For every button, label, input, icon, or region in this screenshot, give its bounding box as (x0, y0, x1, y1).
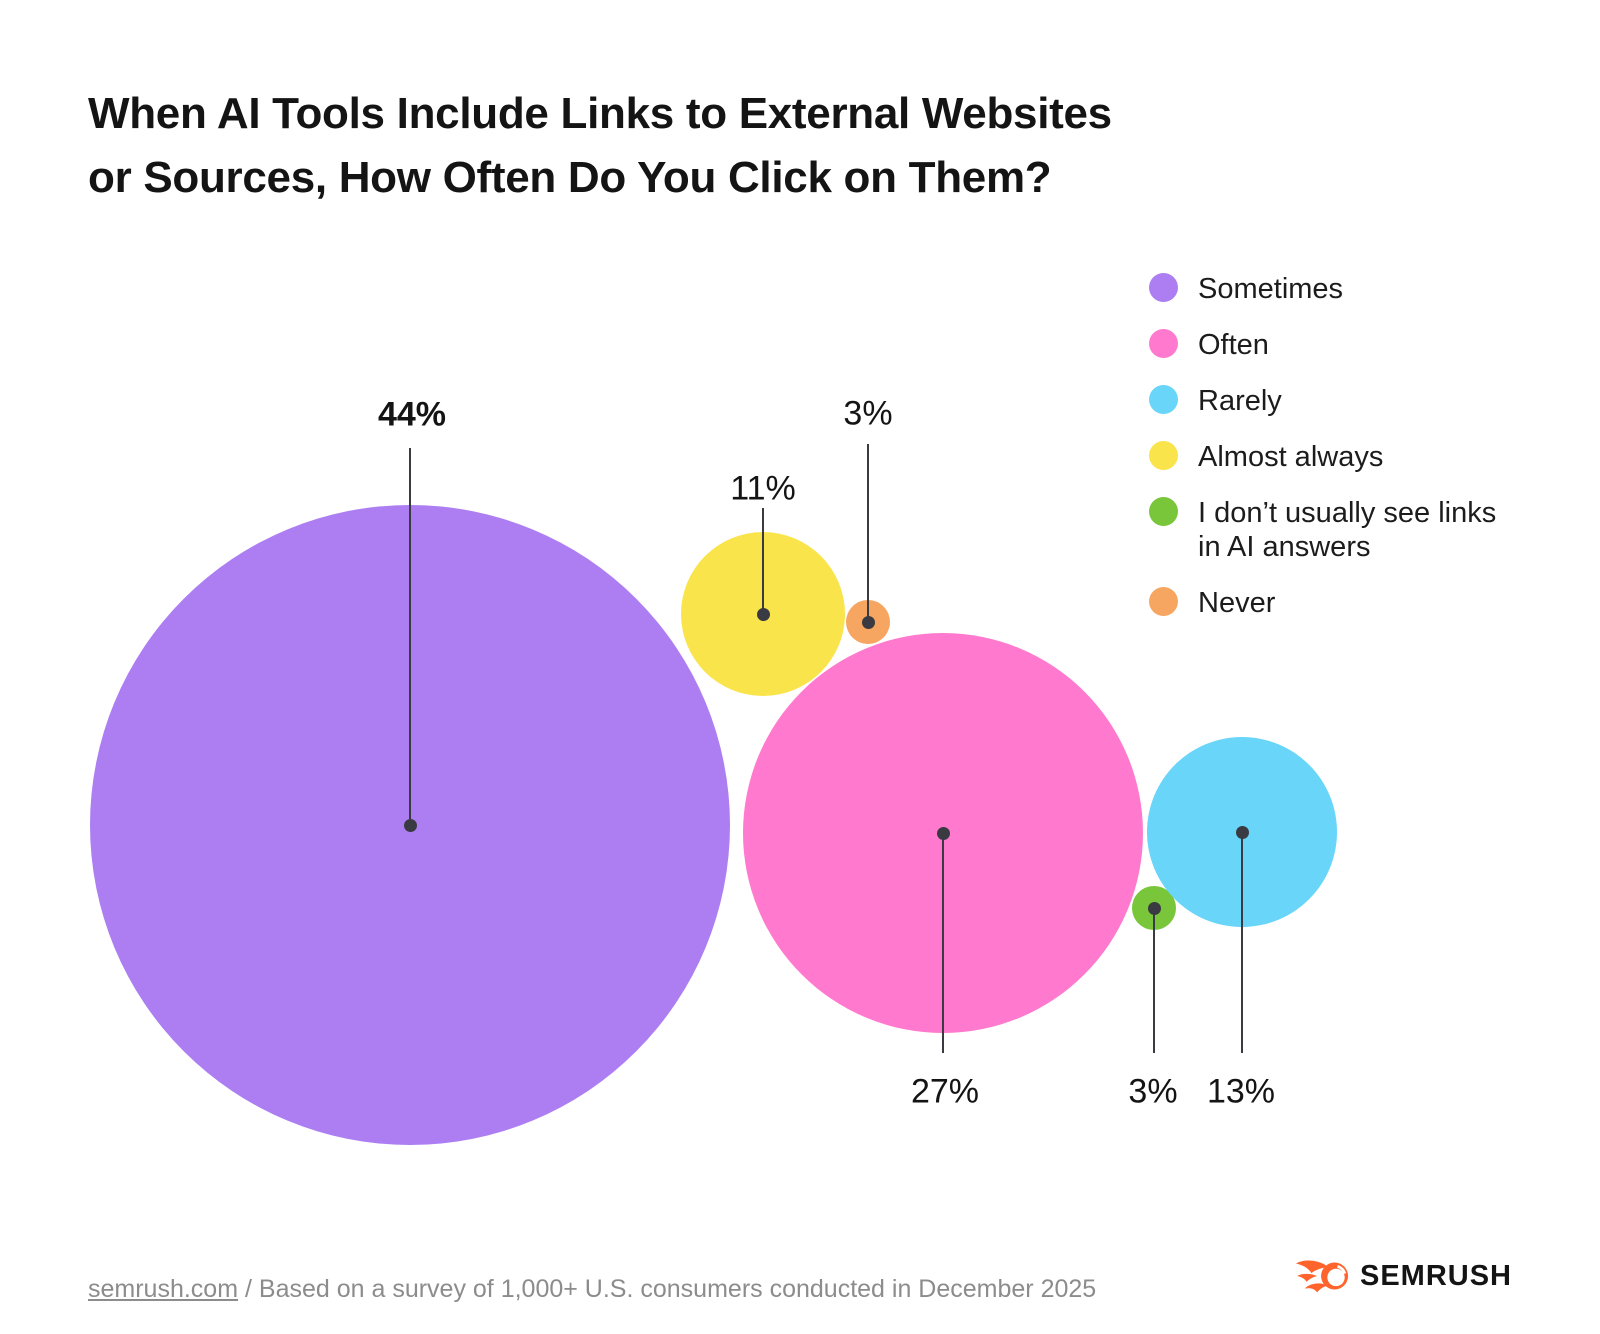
page-title-line1: When AI Tools Include Links to External … (88, 89, 1112, 138)
legend-item-sometimes: Sometimes (1149, 272, 1498, 306)
legend-swatch-icon (1149, 441, 1178, 470)
bubble-pointer-line (409, 448, 411, 825)
bubble-pointer-line (762, 508, 764, 614)
legend-item-label: Sometimes (1198, 273, 1344, 305)
legend-item-i-don-t-usually-see-links-in-ai-answers: I don’t usually see links in AI answers (1149, 496, 1498, 564)
bubble-pointer-line (867, 444, 869, 622)
bubble-center-dot (1235, 825, 1249, 839)
legend-item-almost-always: Almost always (1149, 440, 1498, 474)
legend-item-label: Almost always (1198, 441, 1384, 473)
footer-source-link[interactable]: semrush.com (88, 1275, 239, 1303)
legend-swatch-icon (1149, 587, 1178, 616)
page-title: When AI Tools Include Links to External … (88, 82, 1112, 210)
bubble-center-dot (1147, 901, 1161, 915)
bubble-value-label-often: 27% (910, 1072, 980, 1111)
bubble-center-dot (756, 607, 770, 621)
legend-item-label: Often (1198, 329, 1269, 361)
legend-item-rarely: Rarely (1149, 384, 1498, 418)
bubble-pointer-line (942, 833, 944, 1053)
bubble-center-dot (403, 818, 417, 832)
bubble-value-label-never: 3% (843, 394, 893, 433)
bubble-pointer-line (1153, 908, 1155, 1053)
legend-item-often: Often (1149, 328, 1498, 362)
legend-item-label: I don’t usually see links in AI answers (1198, 497, 1497, 563)
bubble-center-dot (936, 826, 950, 840)
footer-source-text: / Based on a survey of 1,000+ U.S. consu… (245, 1275, 1097, 1303)
legend-swatch-icon (1149, 385, 1178, 414)
bubble-value-label-sometimes: 44% (377, 395, 447, 434)
legend-swatch-icon (1149, 273, 1178, 302)
legend-swatch-icon (1149, 329, 1178, 358)
semrush-logo: SEMRUSH (1295, 1258, 1512, 1294)
legend-item-label: Never (1198, 587, 1276, 619)
bubble-pointer-line (1241, 832, 1243, 1053)
legend-swatch-icon (1149, 497, 1178, 526)
bubble-center-dot (861, 615, 875, 629)
semrush-flame-icon (1295, 1260, 1349, 1293)
chart-legend: Sometimes Often Rarely Almost always I don’t… (1149, 272, 1498, 620)
bubble-value-label-i-don-t-usually-see-links-in-ai-answers: 3% (1128, 1072, 1178, 1111)
semrush-logo-text: SEMRUSH (1359, 1259, 1512, 1292)
footer-source: semrush.com / Based on a survey of 1,000… (88, 1275, 1096, 1304)
page-title-line2: or Sources, How Often Do You Click on Th… (88, 153, 1052, 202)
bubble-value-label-almost-always: 11% (730, 469, 796, 508)
legend-item-never: Never (1149, 586, 1498, 620)
legend-item-label: Rarely (1198, 385, 1282, 417)
bubble-value-label-rarely: 13% (1206, 1072, 1276, 1111)
